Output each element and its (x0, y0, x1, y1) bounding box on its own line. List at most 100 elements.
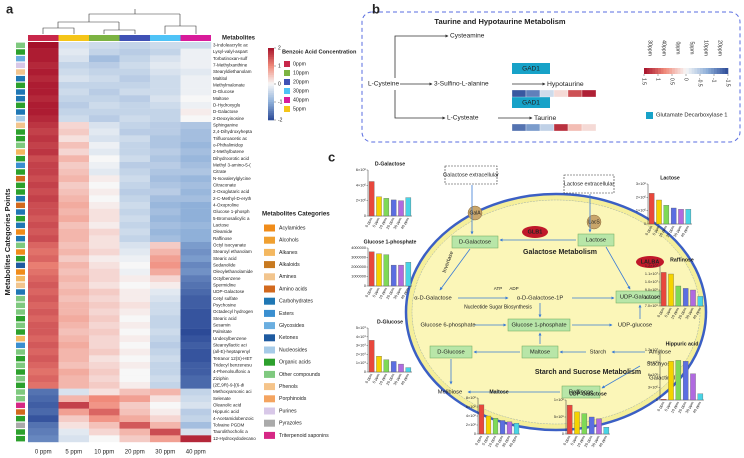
x-tick-label: 40 ppm (692, 307, 702, 320)
metabolite: L-Cysteate (447, 115, 479, 122)
bar (660, 272, 667, 307)
heatmap-cell (119, 62, 151, 69)
heatmap-cell (180, 82, 212, 89)
y-tick-label: 9.0×10⁶ (645, 288, 659, 292)
metabolite-name: Methylmalonate (213, 83, 245, 88)
heatmap-cell (119, 82, 151, 89)
heatmap-cell (180, 335, 212, 343)
heatmap-cell (150, 222, 181, 229)
x-tick-label: 0 ppm (474, 435, 483, 446)
heatmap-cell (150, 362, 181, 369)
heatmap-cell (150, 62, 181, 69)
heatmap-cell (89, 108, 120, 116)
scale-tick-label: 0 (683, 78, 689, 81)
heatmap-cell (89, 128, 120, 136)
heatmap-cell (119, 415, 151, 423)
x-tick-label: 0 ppm (365, 287, 374, 298)
scale-step (666, 68, 670, 74)
metabolite-name: Stearic acid (213, 256, 237, 261)
metabolite: Hypotaurine (547, 81, 584, 88)
transporter (467, 205, 483, 221)
heat-cell (567, 89, 583, 98)
scale-step (663, 68, 667, 74)
bar (383, 254, 390, 287)
legend-label: Alkaloids (279, 262, 300, 268)
scale-step (655, 68, 659, 74)
legend-swatch (264, 236, 275, 244)
metabolite-name: Sedanolide (213, 263, 236, 268)
heatmap-cell (58, 162, 90, 169)
heatmap-cell (89, 302, 120, 309)
heatmap-cell (180, 255, 212, 263)
bar (376, 196, 382, 217)
legend-label: Amino acids (279, 286, 308, 292)
heatmap-cell (150, 228, 181, 236)
heatmap-cell (119, 68, 151, 76)
bar (478, 404, 485, 435)
x-tick-label: 40 ppm (680, 225, 690, 238)
pathway-label: Glucose 6-phosphate (420, 323, 475, 329)
heatmap-cell (28, 148, 59, 156)
heatmap-cell (180, 235, 212, 243)
colorbar-step (268, 105, 274, 108)
metabolite-name: Sesamin (213, 323, 231, 328)
colorbar-step (268, 67, 274, 70)
y-tick-label: 4×10⁶ (466, 414, 477, 418)
heatmap-cell (180, 262, 212, 269)
heatmap-cell (58, 362, 90, 369)
heatmap-cell (150, 422, 181, 429)
column-label: 5ppm (689, 42, 695, 55)
category-point (16, 62, 25, 69)
colorbar-tick-label: 2 (278, 45, 281, 51)
heatmap-cell (180, 148, 212, 156)
metabolite-name: 2-Methylbutene (213, 149, 245, 154)
legend-title: Benzoic Acid Concentration (282, 49, 357, 55)
heatmap-cell (28, 155, 59, 163)
heat-cell (511, 123, 527, 132)
heatmap-cell (28, 82, 59, 89)
scale-step (705, 68, 709, 74)
metabolite-name: D-Hydroxyglu (213, 103, 241, 108)
category-point (16, 115, 25, 122)
heatmap-cell (150, 142, 181, 149)
heatmap-cell (150, 322, 181, 329)
metabolite-name: o-Phthalimidop (213, 143, 244, 148)
heatmap-cell (119, 255, 151, 263)
heatmap-cell (89, 262, 120, 269)
heatmap-cell (119, 222, 151, 229)
metabolite: 3-Sulfino-L-alanine (434, 81, 489, 88)
colorbar-step (268, 58, 274, 61)
heatmap-cell (119, 362, 151, 369)
heatmap-cell (58, 142, 90, 149)
y-tick-label: 6×10⁶ (648, 373, 659, 377)
heatmap-cell (58, 175, 90, 183)
heatmap-cell (180, 142, 212, 149)
heatmap-cell (180, 355, 212, 363)
scale-step (672, 68, 676, 74)
heatmap-cell (89, 62, 120, 69)
heatmap-cell (180, 62, 212, 69)
heatmap-cell (119, 422, 151, 429)
heatmap-cell (119, 155, 151, 163)
chart-title: Raffinose (670, 257, 694, 263)
heatmap-cell (28, 228, 59, 236)
heatmap-cell (180, 55, 212, 63)
bar (670, 207, 677, 225)
x-tick-label: 10 ppm (576, 435, 586, 448)
heatmap-cell (58, 335, 90, 343)
heatmap-cell (119, 195, 151, 203)
heatmap-cell (89, 222, 120, 229)
heatmap-cell (180, 188, 212, 196)
heatmap-cell (28, 222, 59, 229)
heatmap-cell (150, 128, 181, 136)
heatmap-cell (58, 222, 90, 229)
legend-label: 40ppm (293, 97, 309, 103)
pathway-label: Lactose extracellular (564, 181, 615, 187)
heatmap-cell (58, 388, 90, 396)
pathway-label: α-D-Galactose-1P (517, 296, 564, 302)
metabolite-name: Octyl isocyanate (213, 243, 247, 248)
legend-swatch (264, 322, 275, 330)
heatmap-cell (89, 195, 120, 203)
heatmap-cell (150, 162, 181, 169)
